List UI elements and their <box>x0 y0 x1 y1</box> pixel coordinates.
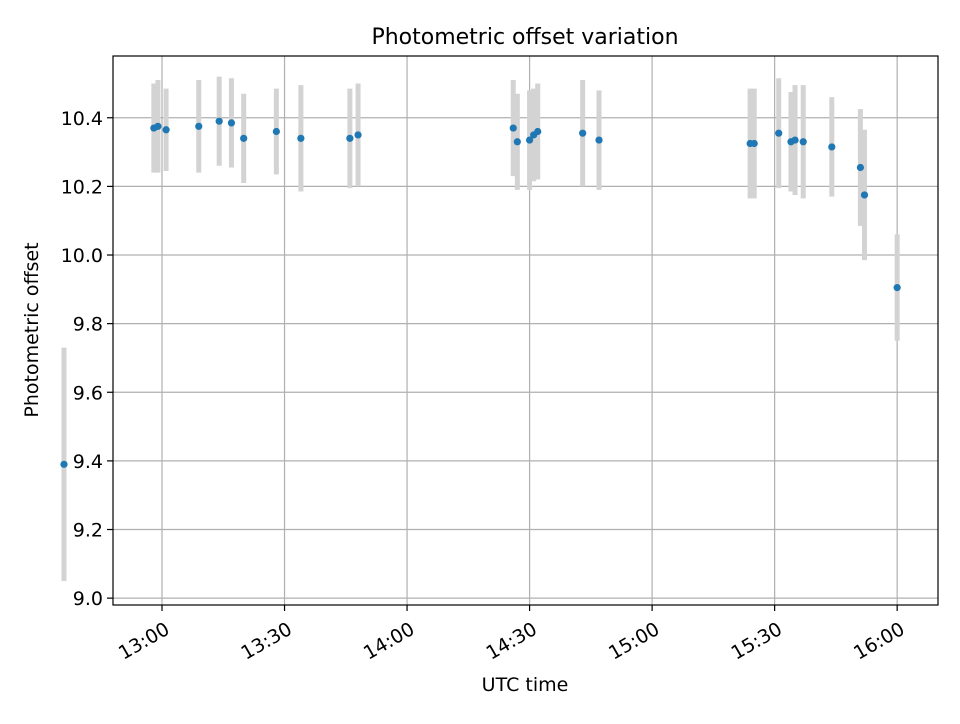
y-tick-label: 9.6 <box>73 382 103 404</box>
data-point <box>513 138 521 146</box>
data-points <box>60 117 901 468</box>
y-axis: 9.0 9.2 9.4 9.6 9.8 10.0 10.2 10.4 <box>61 108 113 610</box>
data-point <box>215 117 223 125</box>
data-point <box>354 131 362 139</box>
data-point <box>525 136 534 144</box>
grid <box>113 56 938 605</box>
plot-area-frame <box>112 55 939 606</box>
y-tick-label: 10.2 <box>61 176 103 198</box>
y-axis-label: Photometric offset <box>21 242 43 417</box>
y-tick-label: 10.0 <box>61 245 103 267</box>
y-tick-label: 9.2 <box>73 520 103 542</box>
data-point <box>775 129 783 137</box>
y-tick-label: 9.0 <box>73 588 103 610</box>
x-axis-label: UTC time <box>482 674 569 696</box>
data-point <box>856 163 865 172</box>
y-tick-label: 10.4 <box>61 108 103 130</box>
data-point <box>860 191 869 199</box>
data-point <box>579 129 587 137</box>
data-point <box>240 134 248 142</box>
data-point <box>828 143 836 151</box>
data-point <box>799 138 807 146</box>
data-point <box>272 127 280 136</box>
data-point <box>297 134 305 142</box>
data-point <box>60 460 68 468</box>
data-point <box>346 134 354 142</box>
chart-title: Photometric offset variation <box>371 25 678 50</box>
y-tick-label: 9.4 <box>73 451 103 473</box>
data-point <box>154 122 162 130</box>
data-point <box>595 136 603 144</box>
data-point <box>227 119 236 127</box>
data-point <box>162 126 170 134</box>
data-point <box>509 124 517 132</box>
data-point <box>791 136 799 144</box>
data-point <box>750 139 758 148</box>
data-point <box>893 284 901 292</box>
data-point <box>534 127 542 136</box>
y-tick-label: 9.8 <box>73 314 103 336</box>
data-point <box>195 122 203 130</box>
